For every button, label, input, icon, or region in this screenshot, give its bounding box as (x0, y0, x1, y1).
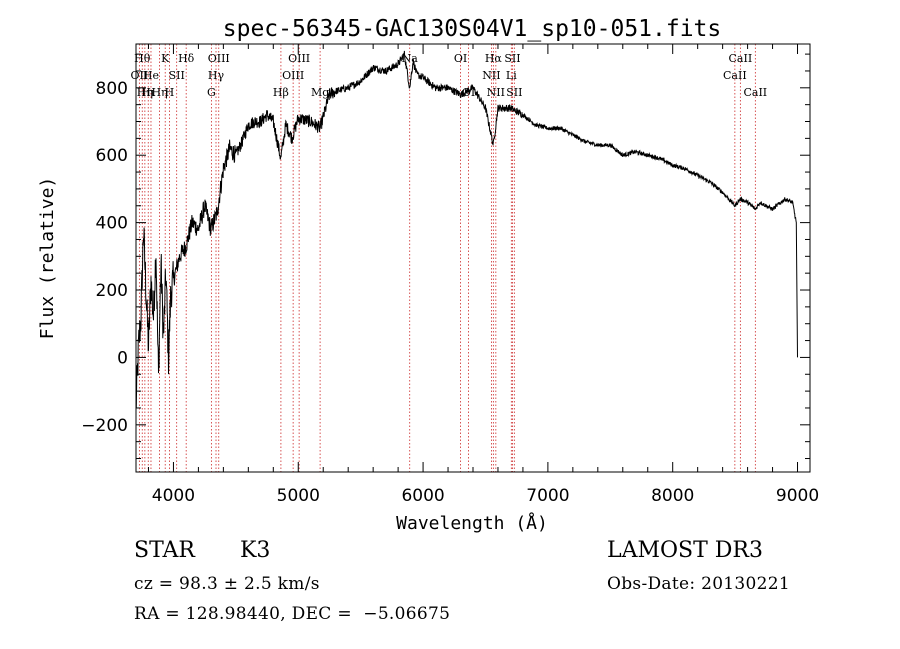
chart-title: spec-56345-GAC130S04V1_sp10-051.fits (223, 16, 722, 42)
line-label-14: OIII (282, 69, 304, 82)
y-axis-label: Flux (relative) (37, 177, 58, 340)
redshift-info: cz = 98.3 ± 2.5 km/s (134, 574, 320, 594)
x-tick-label-1: 5000 (277, 486, 320, 506)
line-label-18: OI (454, 52, 467, 65)
line-label-1: Hθ (134, 52, 151, 65)
spectral-subclass: K3 (240, 538, 271, 563)
line-label-26: CaII (723, 69, 747, 82)
line-label-13: Hβ (273, 86, 289, 99)
y-tick-label-4: 600 (96, 146, 128, 166)
x-tick-label-3: 7000 (526, 486, 569, 506)
survey-name: LAMOST DR3 (607, 538, 763, 563)
line-label-6: K (161, 52, 170, 65)
line-label-2: Hη (137, 86, 153, 99)
line-label-11: Hγ (208, 69, 225, 82)
coordinates: RA = 128.98440, DEC = −5.06675 (134, 604, 451, 624)
x-tick-label-4: 8000 (651, 486, 694, 506)
observation-date: Obs-Date: 20130221 (607, 574, 791, 594)
line-label-21: Hα (485, 52, 503, 65)
line-label-28: CaII (743, 86, 767, 99)
y-tick-label-0: −200 (81, 416, 128, 436)
object-class: STAR (134, 538, 195, 563)
x-tick-label-2: 6000 (401, 486, 444, 506)
flux-series-line (135, 50, 798, 409)
line-label-5: Hη (151, 86, 167, 99)
y-tick-label-1: 0 (117, 348, 128, 368)
line-label-24: SII (504, 52, 520, 65)
line-label-7: H (165, 86, 175, 99)
line-label-12: OIII (208, 52, 230, 65)
line-label-27: CaII (729, 52, 753, 65)
line-label-16: Mg (311, 86, 329, 99)
x-axis-ticks: 4000 5000 6000 7000 8000 9000 (147, 44, 819, 506)
x-tick-label-5: 9000 (776, 486, 819, 506)
line-label-9: Hδ (178, 52, 195, 65)
line-label-25: SII (506, 86, 522, 99)
line-label-4: He (143, 69, 159, 82)
spectral-line-markers (138, 44, 756, 472)
line-label-3: Hι (141, 86, 155, 99)
line-label-15: OIII (288, 52, 310, 65)
line-label-10: G (207, 86, 216, 99)
line-label-20: NII (482, 69, 500, 82)
line-label-8: SII (169, 69, 185, 82)
line-label-23: Li (506, 69, 517, 82)
y-axis-ticks: −200 0 200 400 600 800 (81, 53, 810, 460)
x-axis-label: Wavelength (Å) (396, 512, 548, 534)
x-tick-label-0: 4000 (152, 486, 195, 506)
plot-frame (135, 43, 811, 473)
line-label-22: NII (487, 86, 505, 99)
y-tick-label-2: 200 (96, 281, 128, 301)
y-tick-label-5: 800 (96, 79, 128, 99)
line-label-0: OII (131, 69, 149, 82)
y-tick-label-3: 400 (96, 214, 128, 234)
